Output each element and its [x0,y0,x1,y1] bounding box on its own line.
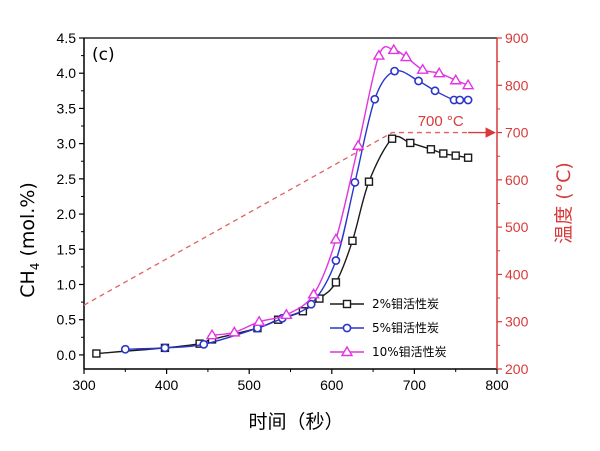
axes: 300 400 500 600 700 800 0.0 0.5 1.0 1.5 2.0 2.5 3.0 3… [57,30,529,393]
y-left-tick-label: 4.0 [57,65,77,81]
data-point-triangle [387,43,400,55]
y-left-tick-label: 3.0 [57,136,77,152]
data-point-square [463,153,473,162]
series-triangle [205,43,475,340]
series-line [211,46,469,336]
data-point-circle [414,76,423,86]
legend-label: 5%钼活性炭 [372,321,439,335]
data-point-circle [463,95,473,105]
y-right-tick-label: 200 [505,361,529,377]
data-point-triangle [329,233,343,244]
data-point-circle [370,94,380,104]
data-point-circle [160,343,170,353]
data-point-circle [455,95,465,105]
data-point-triangle [252,315,266,327]
data-point-square [348,236,357,246]
legend: 2%钼活性炭 5%钼活性炭 10%钼活性炭 [330,297,447,359]
data-point-square [406,138,415,148]
data-point-circle [306,299,316,309]
y-axis-left-title-tail: (mol.%) [17,182,39,262]
data-point-circle [199,339,209,349]
legend-item: 5%钼活性炭 [330,321,439,335]
data-point-square [387,134,397,143]
y-right-tick-label: 800 [505,77,529,93]
data-point-square [451,151,460,160]
y-left-tick-label: 2.0 [57,206,77,222]
series-circle [120,66,473,354]
x-tick-label: 800 [485,377,509,393]
y-right-tick-label: 500 [505,219,529,235]
data-point-square [331,278,341,287]
data-point-triangle [399,50,413,62]
data-point-circle [430,86,440,96]
data-point-circle [120,344,130,354]
y-right-tick-label: 300 [505,314,529,330]
y-axis-left-title-sub: 4 [28,263,42,271]
data-point-triangle [416,63,429,74]
data-point-square [439,149,448,158]
legend-marker-circle [342,323,352,333]
legend-marker-square [342,299,352,309]
data-point-triangle [461,78,475,90]
legend-marker-triangle [340,345,354,357]
x-tick-label: 600 [320,377,344,393]
data-point-triangle [307,287,320,299]
temperature-annotation: 700 °C [418,113,464,130]
y-left-tick-label: 2.5 [57,171,77,187]
data-point-square [92,349,101,358]
y-axis-right-title: 温度 (°C) [553,162,575,244]
legend-label: 10%钼活性炭 [372,345,447,359]
y-left-tick-label: 4.5 [57,30,77,46]
y-right-tick-label: 600 [505,172,529,188]
data-point-circle [331,256,341,265]
x-tick-label: 500 [238,377,262,393]
data-point-circle [390,66,399,76]
panel-label: (c) [92,45,115,65]
legend-item: 10%钼活性炭 [330,345,447,359]
y-left-tick-label: 1.0 [57,276,77,292]
data-point-triangle [372,49,386,60]
y-axis-left-title: CH4 (mol.%) [17,182,42,298]
data-point-triangle [352,139,365,150]
series-layer [92,43,475,358]
data-point-triangle [449,73,462,85]
data-point-triangle [228,325,241,337]
x-tick-label: 700 [403,377,427,393]
y-left-tick-label: 0.5 [57,312,77,328]
x-tick-label: 300 [72,377,96,393]
data-point-circle [350,177,360,187]
y-axis-left-title-main: CH [17,270,39,298]
y-left-tick-label: 0.0 [57,347,77,363]
y-left-tick-label: 3.5 [57,100,77,116]
data-point-triangle [432,66,446,78]
y-right-tick-label: 700 [505,125,529,141]
data-point-square [364,177,374,186]
legend-item: 2%钼活性炭 [330,297,439,311]
data-point-triangle [280,308,293,319]
y-left-tick-label: 1.5 [57,241,77,257]
temperature-dashed-line [83,131,469,306]
y-right-tick-label: 900 [505,30,529,46]
data-point-square [426,145,436,154]
y-right-tick-label: 400 [505,266,529,282]
data-point-triangle [205,328,219,340]
temperature-line [83,127,496,306]
x-tick-label: 400 [155,377,179,393]
x-axis-title: 时间（秒） [248,411,343,433]
legend-label: 2%钼活性炭 [372,297,439,311]
